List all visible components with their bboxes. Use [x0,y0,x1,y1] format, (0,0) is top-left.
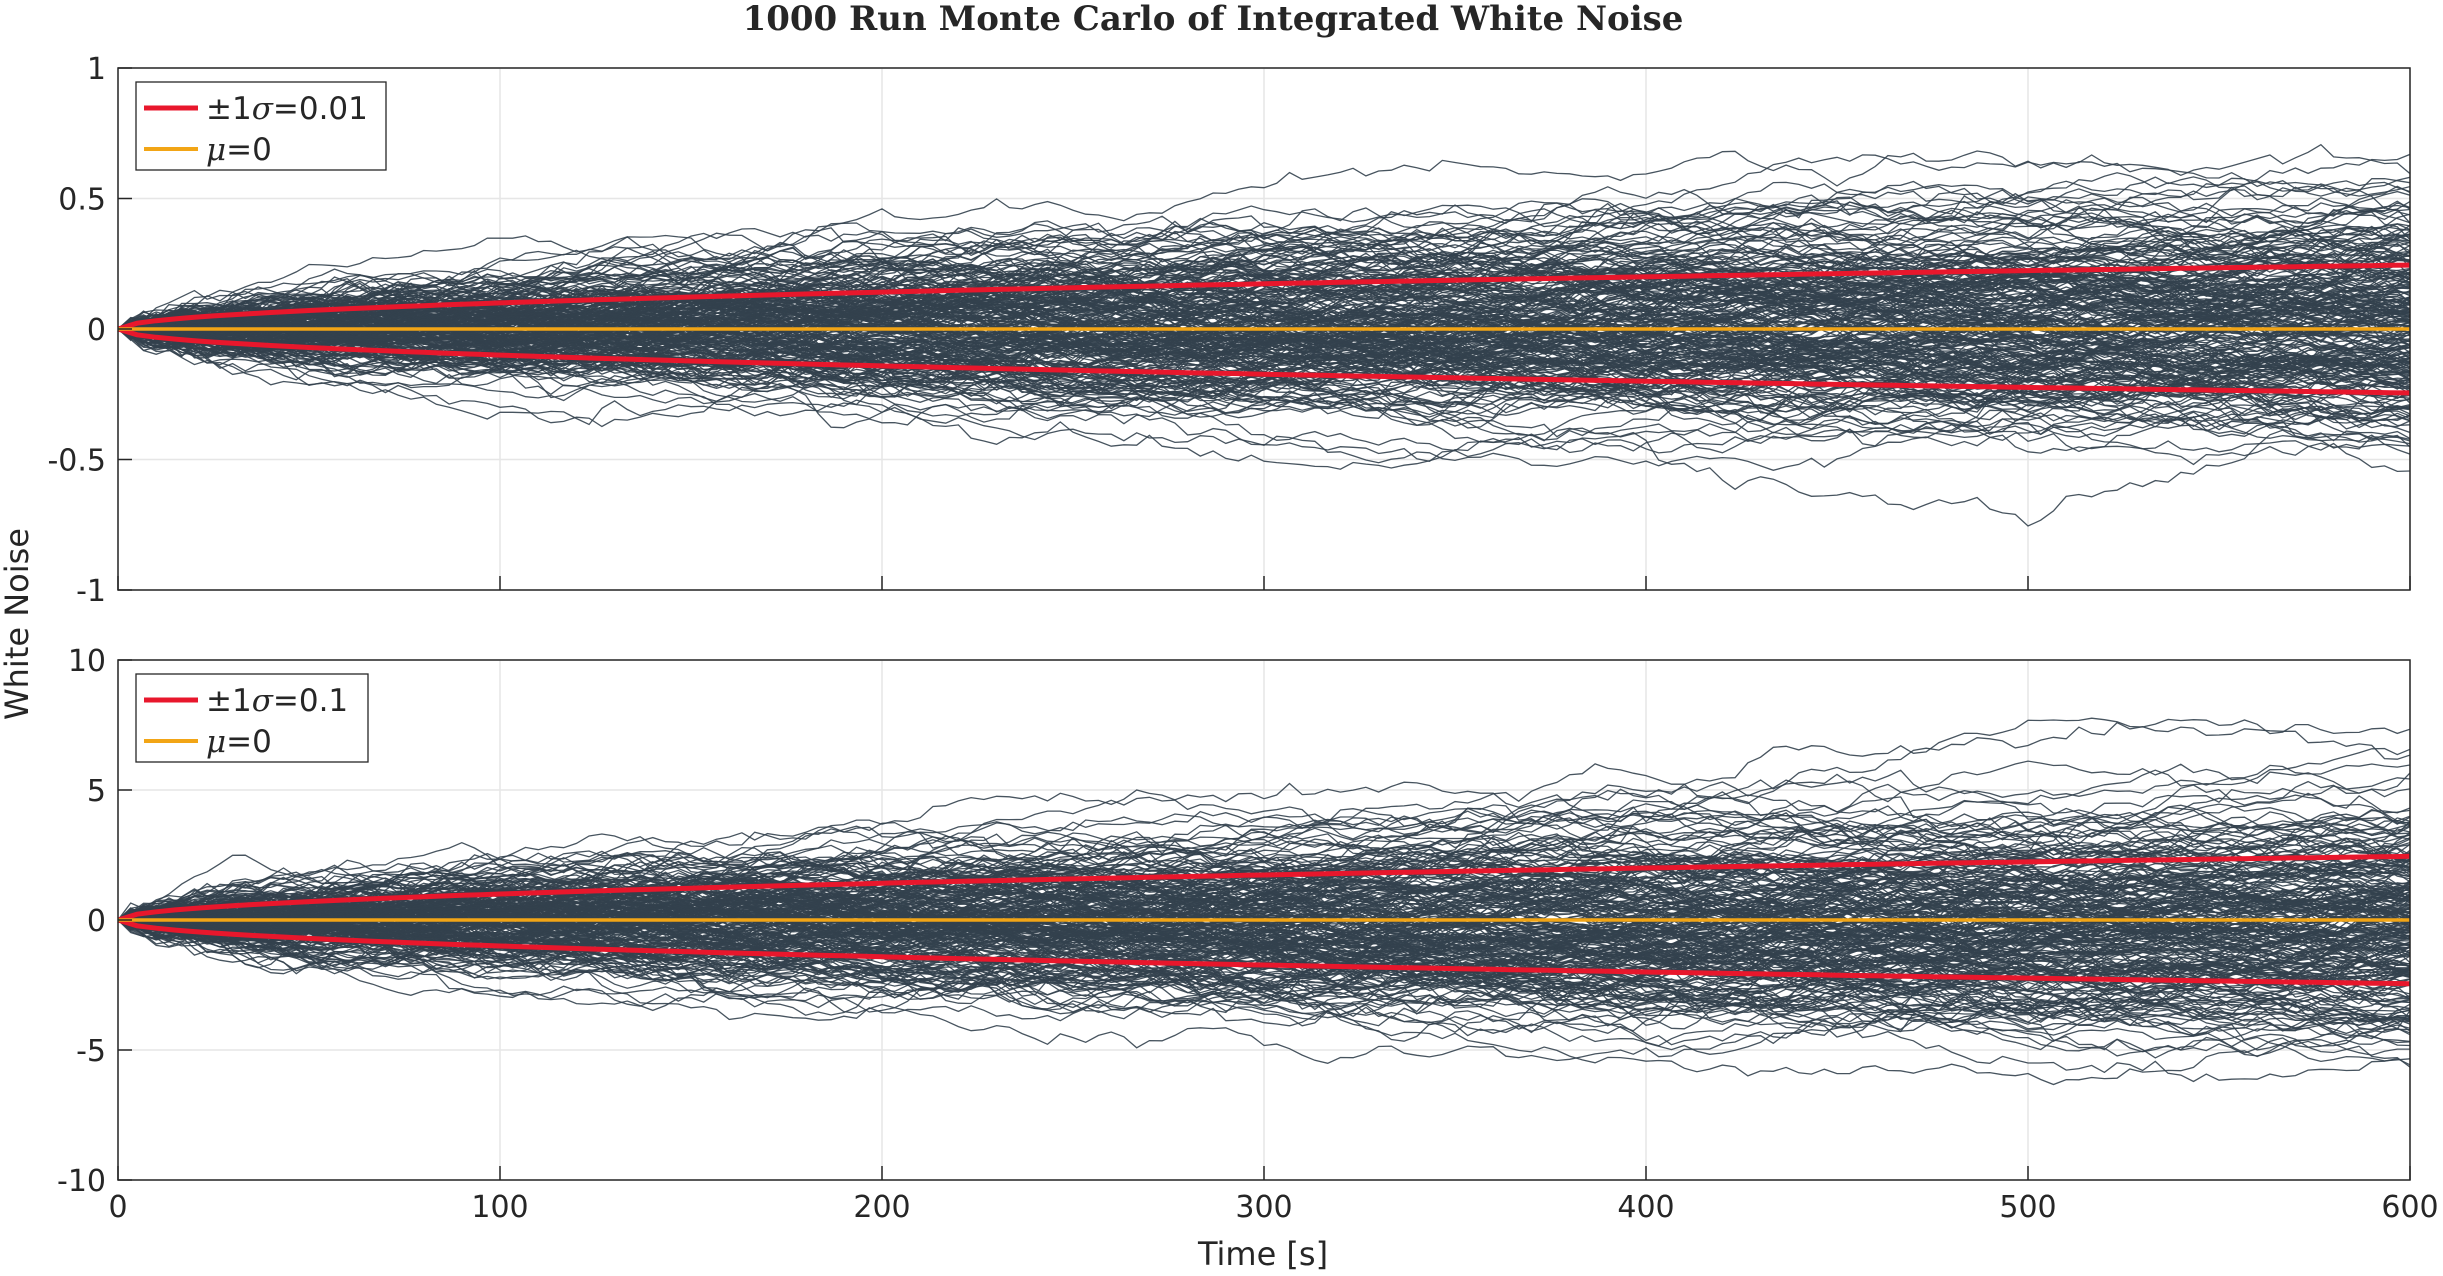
y-tick-label: 0.5 [58,183,106,218]
run-trace [118,831,2410,921]
run-trace [118,316,2410,412]
run-trace [118,909,2410,1004]
run-trace [118,176,2410,339]
run-trace [118,297,2410,350]
legend: ±1σ=0.01 μ=0 [135,81,387,171]
legend: ±1σ=0.1 μ=0 [135,673,369,763]
run-trace [118,309,2410,385]
run-trace [118,896,2410,988]
run-trace [118,865,2410,933]
run-trace [118,896,2410,1019]
x-tick-label: 600 [2381,1190,2438,1225]
run-trace [118,863,2410,947]
x-tick-label: 300 [1235,1190,1292,1225]
run-trace [118,919,2410,1055]
legend-entry-label: ±1σ=0.01 [206,91,368,127]
run-trace [118,822,2410,932]
run-trace [118,316,2410,447]
run-trace [118,816,2410,921]
sigma-upper-line [117,262,2411,332]
x-axis-label: Time [s] [1197,1235,1328,1273]
run-trace [118,201,2410,331]
run-trace [118,916,2410,1036]
y-tick-label: -10 [57,1164,106,1199]
x-tick-label: 500 [1999,1190,2056,1225]
run-trace [118,328,2410,470]
run-trace [118,225,2410,353]
run-trace [118,788,2410,921]
run-trace [118,304,2410,402]
run-trace [118,893,2410,1005]
run-trace [118,886,2410,1003]
legend-box [135,673,369,763]
run-trace [118,919,2410,1007]
run-trace [118,310,2410,376]
run-trace [118,150,2410,334]
legend-box [135,81,387,171]
monte-carlo-runs [118,717,2410,1086]
run-trace [118,857,2410,975]
run-trace [118,902,2410,1037]
run-trace [118,221,2410,369]
run-trace [118,143,2410,334]
run-trace [118,223,2410,330]
subplot-top: -1 -0.5 0 0.5 1 ±1σ=0.01 μ=0 [47,52,2411,609]
run-trace [118,328,2410,398]
run-trace [118,272,2410,399]
y-tick-label: 10 [68,644,106,679]
y-tick-label: 0 [87,904,106,939]
x-tick-label: 100 [471,1190,528,1225]
x-tick-label: 400 [1617,1190,1674,1225]
run-trace [118,717,2410,929]
legend-entry-label: μ=0 [206,724,272,760]
run-trace [118,919,2410,1028]
sigma-upper-line [117,853,2411,923]
y-axis-label: White Noise [0,528,36,720]
run-trace [118,234,2410,337]
y-tick-label: -0.5 [47,444,106,479]
figure-title: 1000 Run Monte Carlo of Integrated White… [743,0,1684,39]
run-trace [118,905,2410,1032]
run-trace [118,185,2410,335]
run-trace [118,919,2410,977]
sigma-lower-line [117,917,2411,987]
sigma-lower-line [117,326,2411,396]
run-trace [118,323,2410,420]
y-tick-label: 0 [87,313,106,348]
y-tick-label: 1 [87,52,106,87]
legend-entry-label: μ=0 [206,132,272,168]
run-trace [118,326,2410,435]
run-trace [118,781,2410,921]
run-trace [118,917,2410,984]
run-trace [118,153,2410,330]
run-trace [118,202,2410,335]
y-tick-label: -1 [76,574,106,609]
run-trace [118,233,2410,344]
run-trace [118,279,2410,350]
y-tick-label: 5 [87,774,106,809]
run-trace [118,794,2410,932]
x-tick-label: 200 [853,1190,910,1225]
run-trace [118,855,2410,934]
y-tick-label: -5 [76,1034,106,1069]
legend-entry-label: ±1σ=0.1 [206,683,348,719]
x-tick-label: 0 [108,1190,127,1225]
run-trace [118,277,2410,339]
run-trace [118,809,2410,930]
run-trace [118,328,2410,448]
run-trace [118,244,2410,330]
run-trace [118,850,2410,962]
